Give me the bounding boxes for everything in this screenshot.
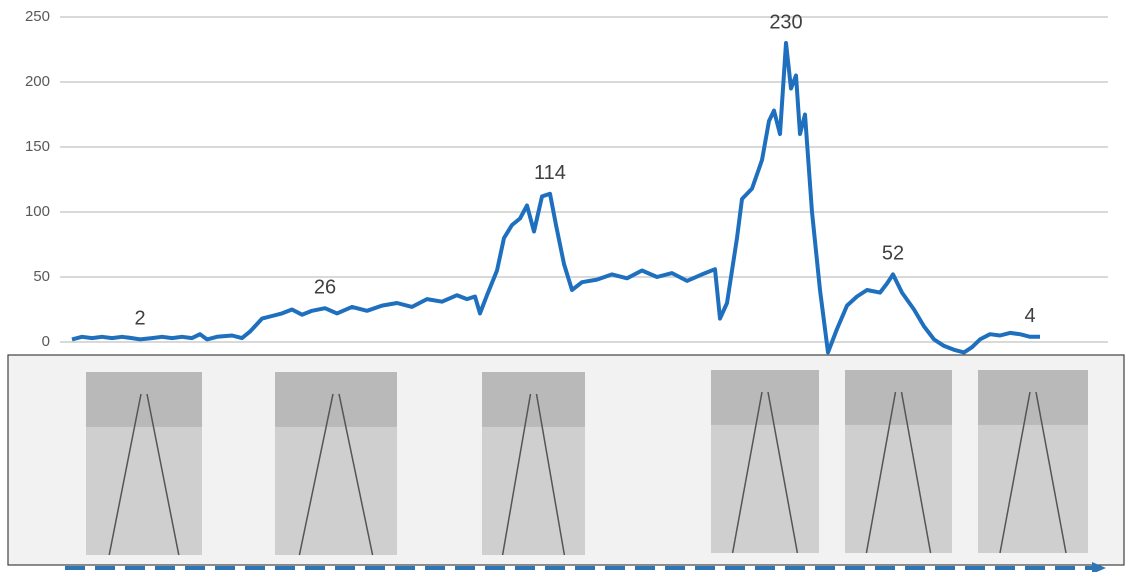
- frame-sky: [978, 370, 1088, 425]
- rail: [900, 391, 932, 554]
- peak-annotation: 2: [134, 308, 145, 330]
- rail: [338, 393, 374, 556]
- peak-annotation: 52: [882, 243, 904, 265]
- y-tick-label: 100: [25, 203, 50, 220]
- time-arrow: [65, 562, 1106, 572]
- peak-annotation: 230: [769, 11, 802, 33]
- y-tick-label: 250: [25, 8, 50, 25]
- frame-thumbnail: [275, 372, 397, 556]
- frame-thumbnail: [711, 370, 819, 554]
- frame-thumbnail: [482, 372, 585, 556]
- peak-annotation: 26: [314, 276, 336, 298]
- data-line: [71, 41, 1040, 355]
- frame-thumbnails: [86, 370, 1088, 556]
- rail: [999, 391, 1031, 554]
- rail: [501, 393, 532, 556]
- rail: [108, 393, 142, 556]
- peak-annotation: 4: [1024, 305, 1035, 327]
- frame-thumbnail: [845, 370, 952, 554]
- rail: [731, 391, 763, 554]
- y-tick-label: 150: [25, 138, 50, 155]
- rail: [298, 393, 334, 556]
- frame-sky: [711, 370, 819, 425]
- y-tick-label: 0: [42, 333, 50, 350]
- frame-sky: [275, 372, 397, 427]
- peak-annotation: 114: [534, 162, 566, 184]
- frames-panel: [7, 354, 1125, 566]
- y-tick-label: 50: [33, 268, 50, 285]
- frame-sky: [482, 372, 585, 427]
- rail: [767, 391, 799, 554]
- frame-sky: [845, 370, 952, 425]
- rail: [1035, 391, 1067, 554]
- rail: [535, 393, 566, 556]
- rail: [865, 391, 897, 554]
- frame-thumbnail: [978, 370, 1088, 554]
- y-tick-label: 200: [25, 73, 50, 90]
- frame-sky: [86, 372, 202, 427]
- frame-thumbnail: [86, 372, 202, 556]
- rail: [146, 393, 180, 556]
